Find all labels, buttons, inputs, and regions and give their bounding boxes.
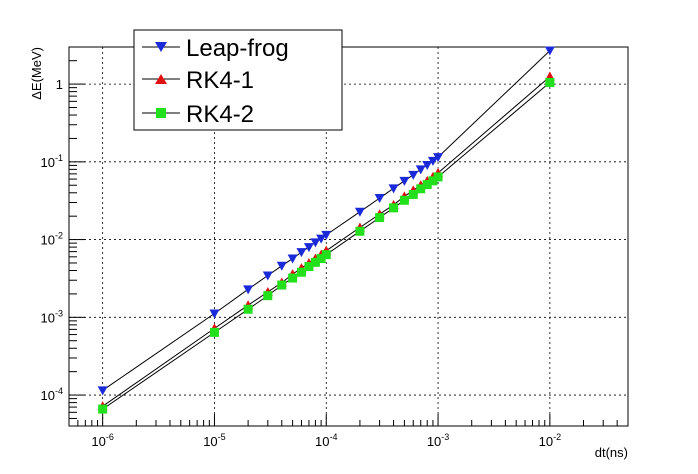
data-point bbox=[97, 386, 108, 396]
triangle-up-icon bbox=[155, 74, 167, 84]
data-point bbox=[277, 280, 287, 290]
data-point bbox=[422, 180, 432, 190]
x-tick-label: 10-2 bbox=[539, 432, 561, 449]
x-tick-label: 10-4 bbox=[315, 432, 337, 449]
data-point bbox=[304, 262, 314, 272]
data-point bbox=[263, 291, 273, 301]
data-point bbox=[399, 195, 409, 205]
data-point bbox=[433, 153, 444, 163]
axes: 10-6 10-5 10-4 10-3 10-2 10-4 10-3 10-2 10-1 1 bbox=[41, 46, 629, 449]
legend-item-rk4-1: RK4-1 bbox=[142, 67, 254, 94]
data-point bbox=[209, 309, 220, 319]
data-point bbox=[296, 267, 306, 277]
data-point bbox=[209, 327, 219, 337]
data-point bbox=[243, 304, 253, 314]
data-point bbox=[399, 176, 410, 186]
data-point bbox=[303, 243, 314, 253]
legend-label: RK4-2 bbox=[186, 101, 254, 128]
x-tick-label: 10-6 bbox=[91, 432, 113, 449]
data-point bbox=[545, 77, 555, 87]
data-point bbox=[422, 161, 433, 171]
data-point bbox=[321, 230, 332, 240]
legend-label: Leap-frog bbox=[186, 35, 289, 62]
data-point bbox=[433, 172, 443, 182]
data-point bbox=[544, 46, 555, 56]
series-layer bbox=[97, 46, 555, 414]
grid bbox=[69, 47, 628, 426]
data-point bbox=[408, 170, 419, 180]
data-point bbox=[243, 285, 254, 295]
data-point bbox=[374, 194, 385, 204]
series-rk4-2 bbox=[98, 77, 555, 414]
data-point bbox=[375, 213, 385, 223]
legend-item-rk4-2: RK4-2 bbox=[142, 101, 254, 128]
y-tick-label: 10-4 bbox=[41, 386, 63, 403]
data-point bbox=[316, 254, 326, 264]
square-icon bbox=[156, 108, 166, 118]
data-point bbox=[287, 254, 298, 264]
plot-frame bbox=[68, 46, 629, 427]
legend-item-leap-frog: Leap-frog bbox=[142, 35, 289, 62]
x-tick-label: 10-5 bbox=[203, 432, 225, 449]
data-point bbox=[428, 176, 438, 186]
data-point bbox=[321, 250, 331, 260]
y-axis-title: ΔE(MeV) bbox=[29, 47, 44, 100]
legend: Leap-frog RK4-1 RK4-2 bbox=[133, 29, 343, 131]
data-point bbox=[296, 248, 307, 258]
x-axis-title: dt(ns) bbox=[595, 445, 628, 460]
y-tick-label: 10-3 bbox=[41, 308, 63, 325]
y-tick-label: 1 bbox=[56, 77, 63, 92]
data-point bbox=[316, 234, 327, 244]
series-leap-frog bbox=[97, 46, 555, 396]
data-point bbox=[388, 184, 399, 194]
data-point bbox=[310, 257, 320, 267]
x-tick-label: 10-3 bbox=[427, 432, 449, 449]
data-point bbox=[427, 156, 438, 166]
triangle-down-icon bbox=[155, 42, 167, 52]
data-point bbox=[262, 271, 273, 281]
data-point bbox=[415, 165, 426, 175]
legend-label: RK4-1 bbox=[186, 67, 254, 94]
data-point bbox=[288, 273, 298, 283]
y-tick-label: 10-1 bbox=[41, 153, 63, 170]
data-point bbox=[276, 261, 287, 271]
data-point bbox=[389, 203, 399, 213]
data-point bbox=[408, 190, 418, 200]
data-point bbox=[310, 238, 321, 248]
data-point bbox=[354, 207, 365, 217]
data-point bbox=[355, 226, 365, 236]
data-point bbox=[416, 184, 426, 194]
data-point bbox=[98, 404, 108, 414]
y-tick-label: 10-2 bbox=[41, 231, 63, 248]
